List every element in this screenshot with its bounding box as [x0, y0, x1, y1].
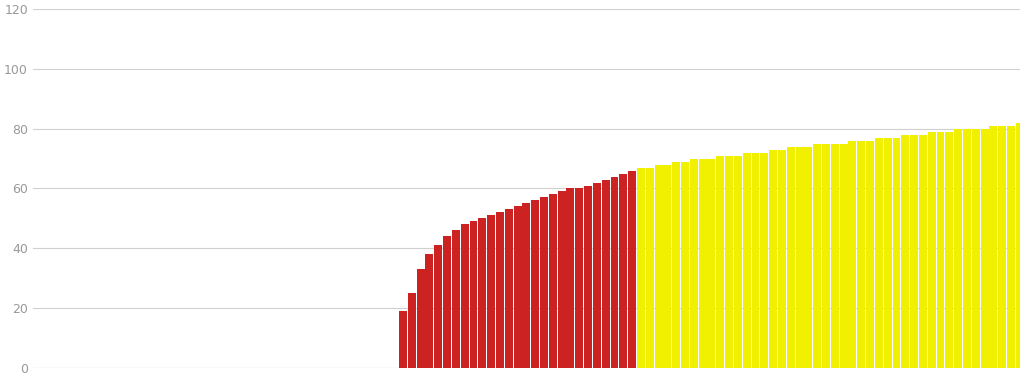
Bar	[742, 153, 751, 368]
Bar	[998, 126, 1007, 368]
Bar	[734, 156, 741, 368]
Bar	[646, 168, 653, 368]
Bar	[874, 138, 883, 368]
Bar	[769, 150, 777, 368]
Bar	[928, 132, 936, 368]
Bar	[452, 230, 460, 368]
Bar	[893, 138, 900, 368]
Bar	[522, 203, 530, 368]
Bar	[1016, 123, 1024, 368]
Bar	[399, 311, 407, 368]
Bar	[531, 201, 540, 368]
Bar	[487, 215, 495, 368]
Bar	[805, 147, 812, 368]
Bar	[708, 158, 716, 368]
Bar	[813, 144, 821, 368]
Bar	[1007, 126, 1015, 368]
Bar	[654, 165, 663, 368]
Bar	[857, 141, 865, 368]
Bar	[496, 212, 504, 368]
Bar	[919, 135, 927, 368]
Bar	[593, 182, 601, 368]
Bar	[610, 177, 618, 368]
Bar	[443, 236, 451, 368]
Bar	[417, 269, 425, 368]
Bar	[505, 209, 513, 368]
Bar	[566, 188, 574, 368]
Bar	[558, 192, 565, 368]
Bar	[549, 195, 557, 368]
Bar	[584, 185, 592, 368]
Bar	[937, 132, 944, 368]
Bar	[725, 156, 733, 368]
Bar	[478, 218, 486, 368]
Bar	[884, 138, 892, 368]
Bar	[830, 144, 839, 368]
Bar	[672, 162, 680, 368]
Bar	[461, 224, 469, 368]
Bar	[408, 293, 416, 368]
Bar	[470, 222, 477, 368]
Bar	[664, 165, 672, 368]
Bar	[840, 144, 848, 368]
Bar	[972, 129, 980, 368]
Bar	[989, 126, 997, 368]
Bar	[514, 206, 521, 368]
Bar	[786, 147, 795, 368]
Bar	[681, 162, 689, 368]
Bar	[963, 129, 971, 368]
Bar	[981, 129, 988, 368]
Bar	[540, 198, 548, 368]
Bar	[866, 141, 874, 368]
Bar	[901, 135, 909, 368]
Bar	[822, 144, 829, 368]
Bar	[954, 129, 963, 368]
Bar	[761, 153, 768, 368]
Bar	[637, 168, 645, 368]
Bar	[849, 141, 856, 368]
Bar	[698, 158, 707, 368]
Bar	[426, 254, 433, 368]
Bar	[752, 153, 760, 368]
Bar	[945, 132, 953, 368]
Bar	[628, 171, 636, 368]
Bar	[690, 158, 697, 368]
Bar	[796, 147, 804, 368]
Bar	[778, 150, 785, 368]
Bar	[434, 245, 442, 368]
Bar	[602, 179, 609, 368]
Bar	[575, 188, 584, 368]
Bar	[620, 174, 628, 368]
Bar	[716, 156, 724, 368]
Bar	[910, 135, 919, 368]
